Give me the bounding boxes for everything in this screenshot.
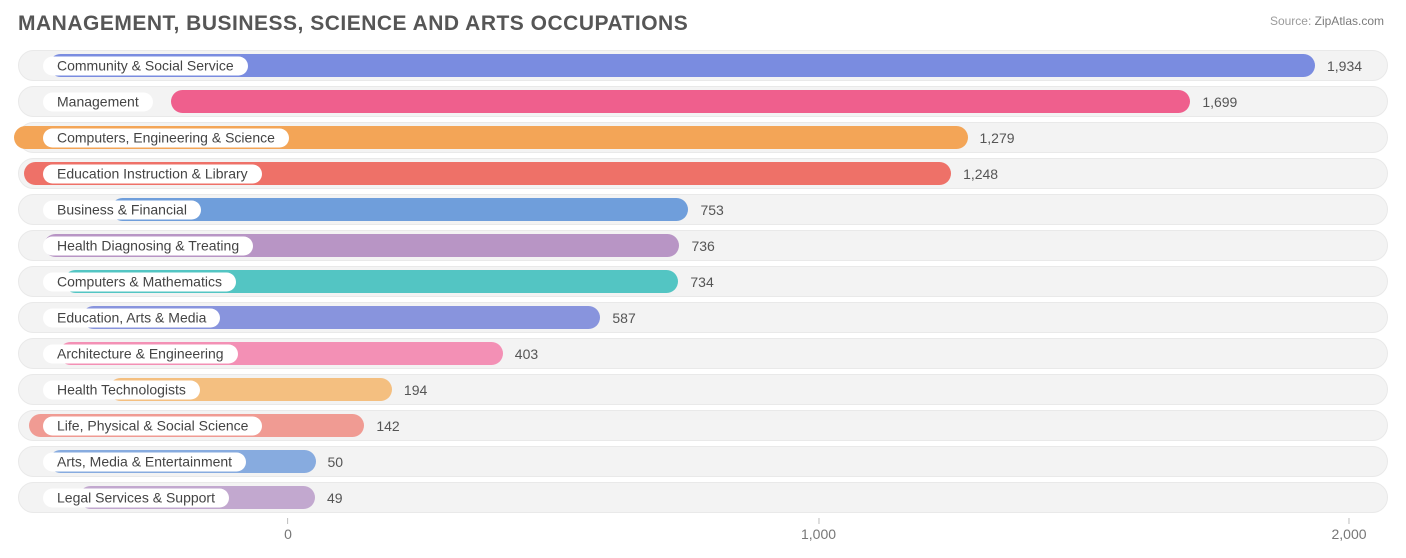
value-label: 734 xyxy=(690,274,713,290)
bar-track: Health Technologists 194 xyxy=(18,374,1388,405)
bar-row: Life, Physical & Social Science 142 xyxy=(18,410,1388,441)
source-label: Source: xyxy=(1270,14,1311,28)
bar-row: Computers, Engineering & Science 1,279 xyxy=(18,122,1388,153)
axis-tick: 2,000 xyxy=(1331,518,1366,542)
bar-track: Education, Arts & Media 587 xyxy=(18,302,1388,333)
bar-fill xyxy=(171,90,1190,113)
bar-track: Life, Physical & Social Science 142 xyxy=(18,410,1388,441)
value-label: 194 xyxy=(404,382,427,398)
value-label: 736 xyxy=(691,238,714,254)
axis-tick-label: 1,000 xyxy=(801,526,836,542)
bar-chart: Community & Social Service 1,934 Managemen… xyxy=(18,50,1388,513)
bar-row: Arts, Media & Entertainment 50 xyxy=(18,446,1388,477)
category-label: Management xyxy=(43,92,153,111)
bar-track: Community & Social Service 1,934 xyxy=(18,50,1388,81)
value-label: 753 xyxy=(700,202,723,218)
value-label: 1,279 xyxy=(980,130,1015,146)
category-label: Education, Arts & Media xyxy=(43,308,220,327)
category-label: Computers & Mathematics xyxy=(43,272,236,291)
bar-row: Legal Services & Support 49 xyxy=(18,482,1388,513)
bar-row: Health Diagnosing & Treating 736 xyxy=(18,230,1388,261)
value-label: 142 xyxy=(376,418,399,434)
category-label: Life, Physical & Social Science xyxy=(43,416,262,435)
bar-track: Management 1,699 xyxy=(18,86,1388,117)
bar-track: Health Diagnosing & Treating 736 xyxy=(18,230,1388,261)
source-brand: ZipAtlas.com xyxy=(1315,14,1384,28)
bar-row: Business & Financial 753 xyxy=(18,194,1388,225)
bar-row: Education, Arts & Media 587 xyxy=(18,302,1388,333)
category-label: Arts, Media & Entertainment xyxy=(43,452,246,471)
value-label: 587 xyxy=(612,310,635,326)
category-label: Computers, Engineering & Science xyxy=(43,128,289,147)
bar-track: Business & Financial 753 xyxy=(18,194,1388,225)
value-label: 50 xyxy=(328,454,344,470)
category-label: Health Technologists xyxy=(43,380,200,399)
bar-track: Computers, Engineering & Science 1,279 xyxy=(18,122,1388,153)
value-label: 1,699 xyxy=(1202,94,1237,110)
category-label: Business & Financial xyxy=(43,200,201,219)
category-label: Education Instruction & Library xyxy=(43,164,262,183)
x-axis: 0 1,000 2,000 xyxy=(18,518,1388,546)
bar-row: Health Technologists 194 xyxy=(18,374,1388,405)
chart-container: MANAGEMENT, BUSINESS, SCIENCE AND ARTS O… xyxy=(0,0,1406,558)
bar-row: Architecture & Engineering 403 xyxy=(18,338,1388,369)
bar-row: Education Instruction & Library 1,248 xyxy=(18,158,1388,189)
bar-row: Management 1,699 xyxy=(18,86,1388,117)
source-attribution: Source: ZipAtlas.com xyxy=(1270,14,1384,28)
bar-track: Computers & Mathematics 734 xyxy=(18,266,1388,297)
bar-track: Arts, Media & Entertainment 50 xyxy=(18,446,1388,477)
bar-track: Architecture & Engineering 403 xyxy=(18,338,1388,369)
axis-tick-label: 2,000 xyxy=(1331,526,1366,542)
category-label: Architecture & Engineering xyxy=(43,344,238,363)
category-label: Health Diagnosing & Treating xyxy=(43,236,253,255)
chart-title: MANAGEMENT, BUSINESS, SCIENCE AND ARTS O… xyxy=(18,12,1388,36)
category-label: Legal Services & Support xyxy=(43,488,229,507)
value-label: 1,248 xyxy=(963,166,998,182)
value-label: 403 xyxy=(515,346,538,362)
bar-row: Computers & Mathematics 734 xyxy=(18,266,1388,297)
bar-track: Legal Services & Support 49 xyxy=(18,482,1388,513)
bar-track: Education Instruction & Library 1,248 xyxy=(18,158,1388,189)
axis-tick: 0 xyxy=(284,518,292,542)
axis-tick-label: 0 xyxy=(284,526,292,542)
category-label: Community & Social Service xyxy=(43,56,248,75)
bar-row: Community & Social Service 1,934 xyxy=(18,50,1388,81)
value-label: 1,934 xyxy=(1327,58,1362,74)
value-label: 49 xyxy=(327,490,343,506)
axis-tick: 1,000 xyxy=(801,518,836,542)
